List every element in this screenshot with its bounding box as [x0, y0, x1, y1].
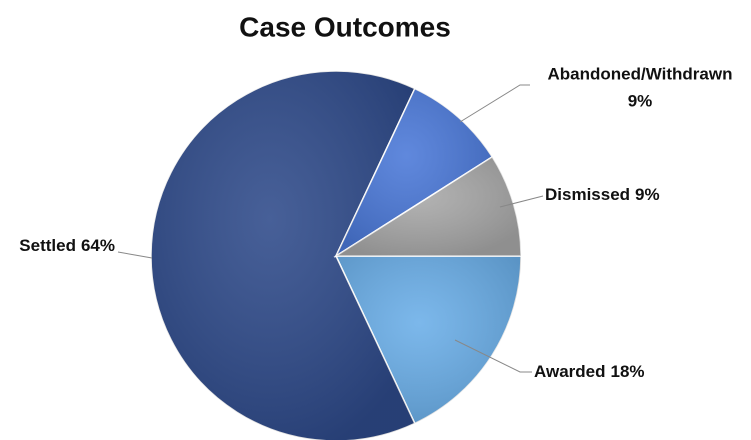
chart-title: Case Outcomes	[239, 11, 451, 42]
slice-label: Abandoned/Withdrawn	[548, 64, 733, 83]
leader-line	[499, 195, 544, 208]
slice-value-label: 18%	[611, 362, 645, 381]
slice-category: Dismissed	[545, 185, 630, 204]
slice-value-label: 9%	[628, 91, 653, 110]
slice-value-label: 9%	[635, 185, 660, 204]
leader-line	[117, 251, 153, 259]
leader-line	[459, 84, 530, 123]
slice-label: Dismissed 9%	[545, 185, 660, 204]
slice-label: Settled 64%	[19, 236, 115, 255]
slice-category: Awarded	[534, 362, 606, 381]
slice-label: Awarded 18%	[534, 362, 645, 381]
leader-line	[454, 339, 532, 373]
slice-category: Settled	[19, 236, 76, 255]
slice-value-label: 64%	[81, 236, 115, 255]
